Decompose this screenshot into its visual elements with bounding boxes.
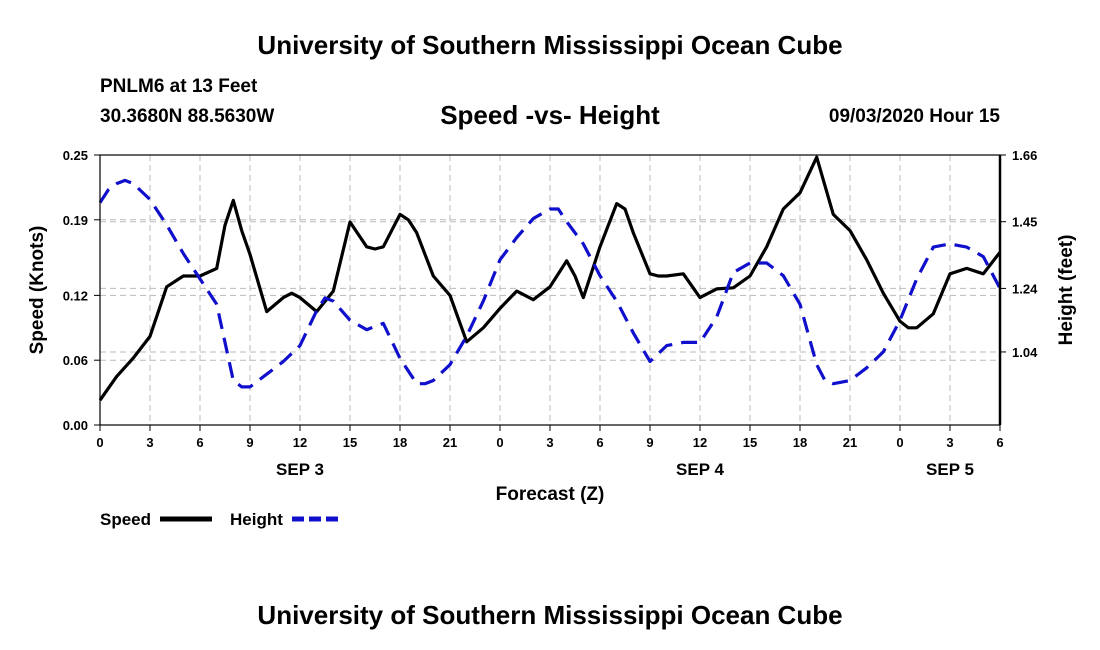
y2-tick-label: 1.66: [1012, 148, 1037, 163]
station-label: PNLM6 at 13 Feet: [100, 76, 258, 97]
x-tick-label: 6: [996, 435, 1003, 450]
y2-tick-label: 1.04: [1012, 345, 1038, 360]
y-tick-label: 0.19: [63, 213, 88, 228]
y-tick-label: 0.25: [63, 148, 88, 163]
y2-axis-ticks: 1.04 1.24 1.45 1.66: [1000, 148, 1038, 360]
forecast-date-hour: 09/03/2020 Hour 15: [828, 106, 1000, 127]
series-lines: [98, 155, 1002, 402]
series-line-speed: [98, 155, 1002, 402]
x-tick-label: 21: [843, 435, 857, 450]
x-tick-label: 0: [896, 435, 903, 450]
x-tick-label: 18: [393, 435, 407, 450]
x-tick-label: 6: [596, 435, 603, 450]
x-axis-ticks: 0 3 6 9 12 15 18 21 0 3 6 9 12 15 18 21 0 3 6: [96, 425, 1004, 450]
x-tick-label: 9: [646, 435, 653, 450]
footer-title: University of Southern Mississippi Ocean…: [257, 600, 843, 630]
header-title: University of Southern Mississippi Ocean…: [257, 30, 843, 60]
x-tick-label: 15: [743, 435, 757, 450]
x-tick-label: 0: [496, 435, 503, 450]
x-tick-label: 12: [693, 435, 707, 450]
x-day-label: SEP 3: [276, 460, 324, 479]
x-axis-label: Forecast (Z): [496, 484, 605, 505]
x-tick-label: 18: [793, 435, 807, 450]
legend-speed-label: Speed: [100, 510, 151, 529]
chart-title: Speed -vs- Height: [440, 100, 660, 130]
grid-lines: [100, 155, 1000, 425]
x-tick-label: 6: [196, 435, 203, 450]
x-tick-label: 21: [443, 435, 457, 450]
x-day-label: SEP 5: [926, 460, 974, 479]
y-tick-label: 0.06: [63, 353, 88, 368]
x-tick-label: 12: [293, 435, 307, 450]
series-line-height: [98, 178, 1002, 389]
y-axis-label: Speed (Knots): [27, 226, 48, 355]
legend: Speed Height: [100, 510, 343, 529]
x-axis-day-labels: SEP 3 SEP 4 SEP 5: [276, 460, 974, 479]
y-axis-ticks: 0.00 0.06 0.12 0.19 0.25: [63, 148, 100, 433]
y2-tick-label: 1.45: [1012, 215, 1037, 230]
x-tick-label: 3: [546, 435, 553, 450]
x-tick-label: 3: [146, 435, 153, 450]
x-tick-label: 3: [946, 435, 953, 450]
x-tick-label: 9: [246, 435, 253, 450]
y-tick-label: 0.00: [63, 418, 88, 433]
y-tick-label: 0.12: [63, 288, 88, 303]
legend-height-label: Height: [230, 510, 283, 529]
x-tick-label: 15: [343, 435, 357, 450]
x-day-label: SEP 4: [676, 460, 724, 479]
station-coordinates: 30.3680N 88.5630W: [100, 106, 275, 127]
x-tick-label: 0: [96, 435, 103, 450]
y2-axis-label: Height (feet): [1056, 235, 1077, 346]
y2-tick-label: 1.24: [1012, 281, 1038, 296]
